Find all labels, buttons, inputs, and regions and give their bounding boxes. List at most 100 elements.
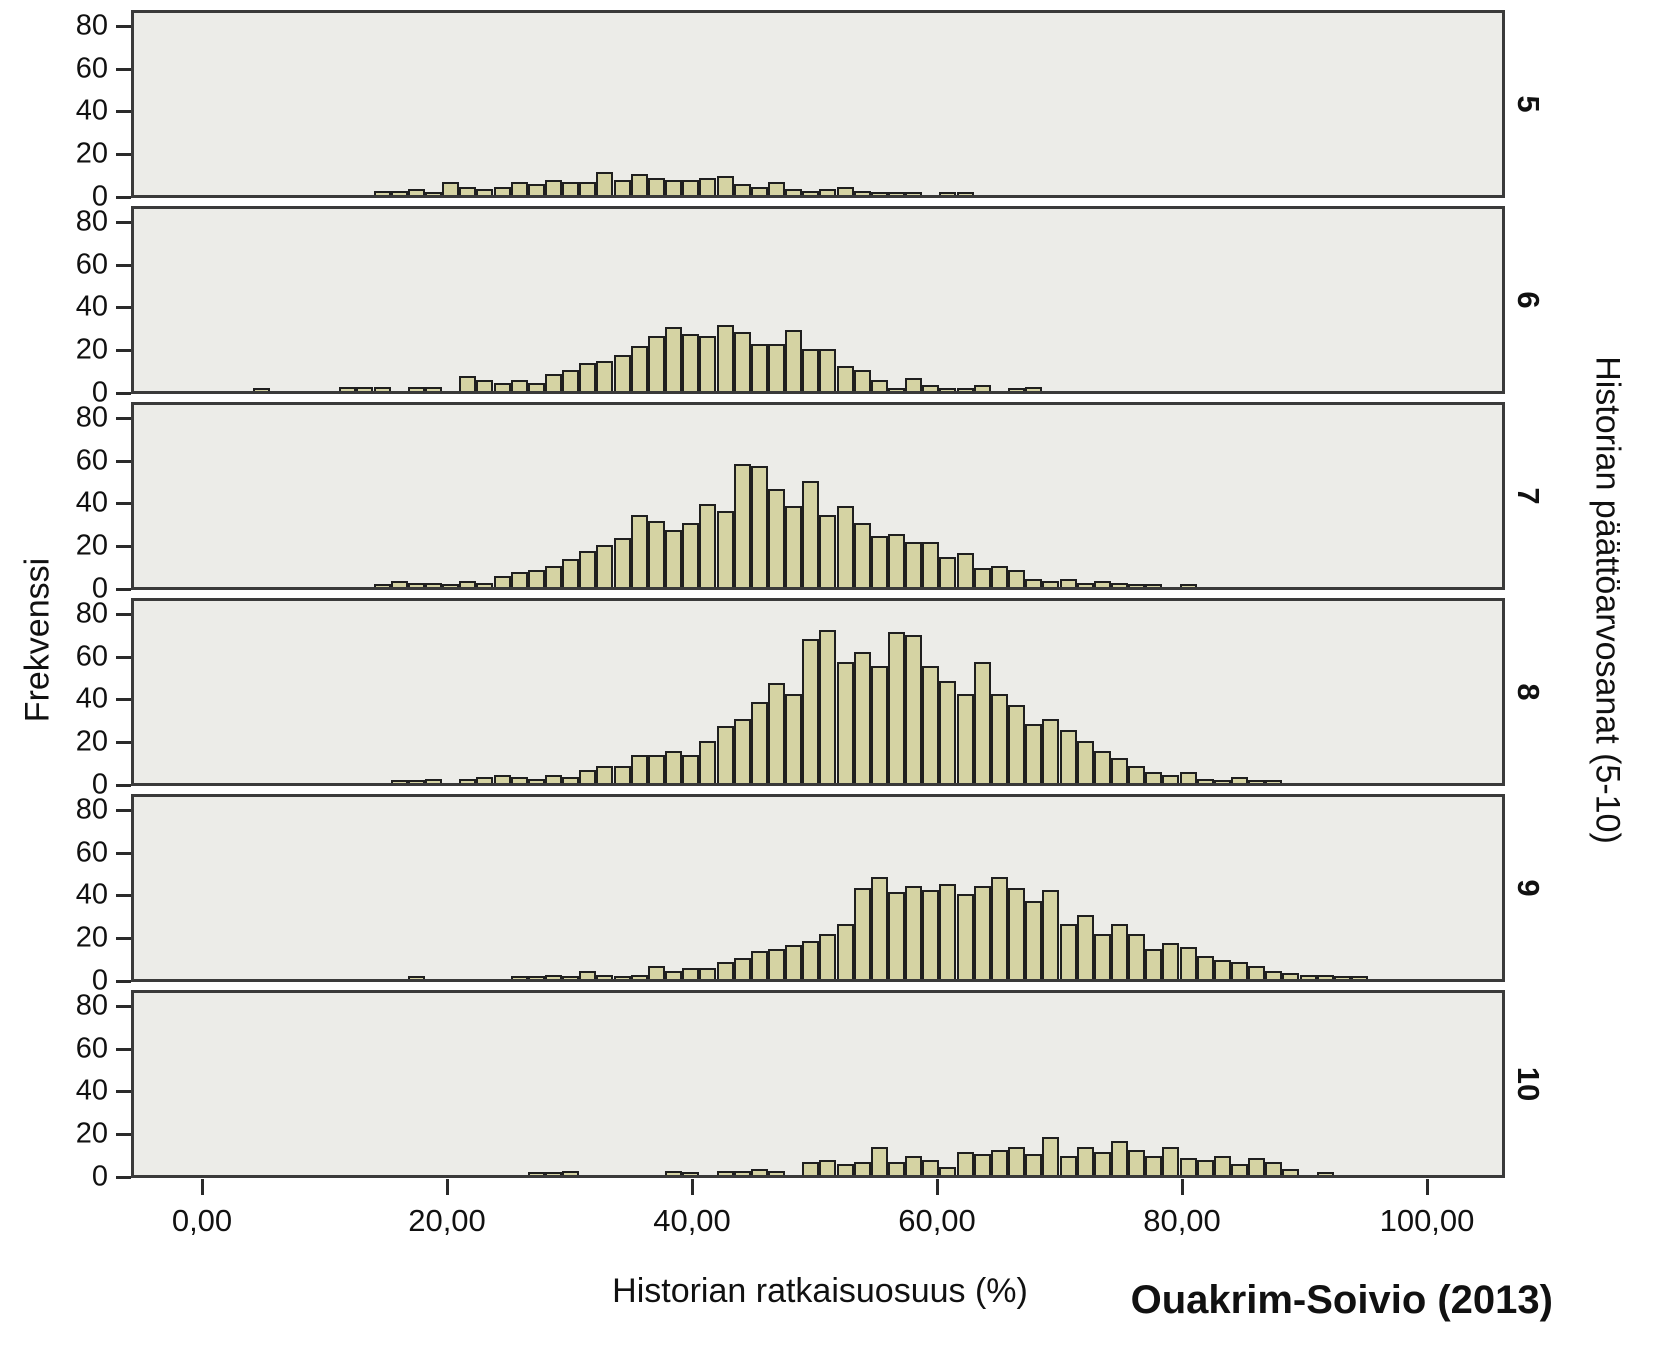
y-axis-tick-label: 0 bbox=[91, 572, 108, 605]
histogram-bar bbox=[1282, 973, 1299, 979]
x-axis-tick-label: 100,00 bbox=[1379, 1203, 1475, 1238]
bars-layer bbox=[134, 13, 1502, 195]
histogram-bar bbox=[699, 741, 716, 783]
histogram-bar bbox=[425, 192, 442, 195]
histogram-bar bbox=[734, 464, 751, 587]
y-axis-tick bbox=[116, 153, 131, 156]
histogram-bar bbox=[425, 583, 442, 587]
y-axis-tick bbox=[116, 588, 131, 591]
histogram-bar bbox=[1248, 966, 1265, 979]
y-axis-tick-label: 40 bbox=[75, 878, 108, 911]
histogram-bar bbox=[974, 385, 991, 391]
histogram-bar bbox=[957, 694, 974, 783]
histogram-bar bbox=[871, 877, 888, 979]
histogram-bar bbox=[717, 726, 734, 783]
histogram-bar bbox=[631, 975, 648, 979]
histogram-bar bbox=[768, 1171, 785, 1175]
panel-label-5: 5 bbox=[1511, 95, 1546, 113]
histogram-bar bbox=[374, 387, 391, 391]
histogram-bar bbox=[734, 1171, 751, 1175]
histogram-bar bbox=[1060, 924, 1077, 979]
histogram-bar bbox=[562, 559, 579, 587]
histogram-bar bbox=[1008, 1147, 1025, 1175]
histogram-bar bbox=[682, 755, 699, 783]
histogram-bar bbox=[1042, 581, 1059, 587]
y-axis-tick-label: 60 bbox=[75, 640, 108, 673]
histogram-bar bbox=[802, 349, 819, 391]
y-axis-tick-label: 80 bbox=[75, 9, 108, 42]
histogram-bar bbox=[699, 968, 716, 979]
histogram-bar bbox=[596, 766, 613, 783]
histogram-bar bbox=[1214, 960, 1231, 979]
y-axis-tick bbox=[116, 196, 131, 199]
histogram-bar bbox=[751, 1169, 768, 1175]
y-axis-tick-label: 40 bbox=[75, 1074, 108, 1107]
histogram-bar bbox=[734, 719, 751, 783]
histogram-bar bbox=[562, 976, 579, 979]
histogram-bar bbox=[665, 751, 682, 783]
histogram-bar bbox=[1060, 730, 1077, 783]
histogram-bar bbox=[596, 545, 613, 587]
y-axis-tick-label: 0 bbox=[91, 180, 108, 213]
panel-label-10: 10 bbox=[1511, 1066, 1546, 1102]
histogram-bar bbox=[562, 777, 579, 783]
histogram-bar bbox=[562, 370, 579, 391]
histogram-bar bbox=[1128, 934, 1145, 979]
histogram-bar bbox=[476, 380, 493, 391]
histogram-bar bbox=[648, 966, 665, 979]
histogram-bar bbox=[408, 387, 425, 391]
histogram-bar bbox=[459, 187, 476, 195]
histogram-bar bbox=[1214, 780, 1231, 783]
histogram-bar bbox=[648, 336, 665, 391]
citation-text: Ouakrim-Soivio (2013) bbox=[1130, 1278, 1553, 1322]
y-axis-tick bbox=[116, 502, 131, 505]
histogram-bar bbox=[528, 976, 545, 979]
histogram-bar bbox=[1265, 1162, 1282, 1175]
histogram-bar bbox=[425, 387, 442, 391]
histogram-bar bbox=[957, 388, 974, 391]
x-axis-tick bbox=[201, 1179, 204, 1195]
histogram-bar bbox=[596, 172, 613, 195]
x-axis-tick bbox=[446, 1179, 449, 1195]
histogram-bar bbox=[1025, 901, 1042, 979]
histogram-bar bbox=[374, 584, 391, 587]
histogram-bar bbox=[905, 1156, 922, 1175]
histogram-bar bbox=[768, 949, 785, 979]
histogram-bar bbox=[511, 380, 528, 391]
histogram-bar bbox=[939, 388, 956, 391]
histogram-bar bbox=[854, 370, 871, 391]
histogram-bar bbox=[802, 191, 819, 195]
histogram-bar bbox=[905, 635, 922, 783]
histogram-bar bbox=[374, 191, 391, 195]
y-axis-tick-label: 0 bbox=[91, 376, 108, 409]
histogram-bar bbox=[1231, 1164, 1248, 1175]
histogram-bar bbox=[459, 581, 476, 587]
y-axis-tick-label: 0 bbox=[91, 964, 108, 997]
histogram-bar bbox=[579, 971, 596, 979]
histogram-bar bbox=[648, 178, 665, 195]
histogram-bar bbox=[905, 378, 922, 391]
y-axis-tick bbox=[116, 784, 131, 787]
histogram-bar bbox=[1094, 751, 1111, 783]
histogram-bar bbox=[1162, 1147, 1179, 1175]
histogram-bar bbox=[1351, 976, 1368, 979]
histogram-bar bbox=[751, 344, 768, 391]
x-axis-tick bbox=[1426, 1179, 1429, 1195]
histogram-bar bbox=[699, 178, 716, 195]
histogram-bar bbox=[579, 182, 596, 195]
histogram-bar bbox=[974, 886, 991, 979]
histogram-bar bbox=[1265, 780, 1282, 783]
histogram-bar bbox=[1180, 772, 1197, 783]
histogram-bar bbox=[819, 189, 836, 195]
histogram-bar bbox=[717, 325, 734, 391]
histogram-bar bbox=[1231, 777, 1248, 783]
y-axis-tick bbox=[116, 417, 131, 420]
histogram-bar bbox=[785, 330, 802, 391]
histogram-bar bbox=[665, 971, 682, 979]
x-axis-tick-label: 60,00 bbox=[898, 1203, 976, 1238]
y-axis-tick-label: 40 bbox=[75, 94, 108, 127]
histogram-bar bbox=[1077, 741, 1094, 783]
histogram-bar bbox=[1094, 1152, 1111, 1175]
histogram-bar bbox=[459, 376, 476, 391]
histogram-bar bbox=[545, 1172, 562, 1175]
